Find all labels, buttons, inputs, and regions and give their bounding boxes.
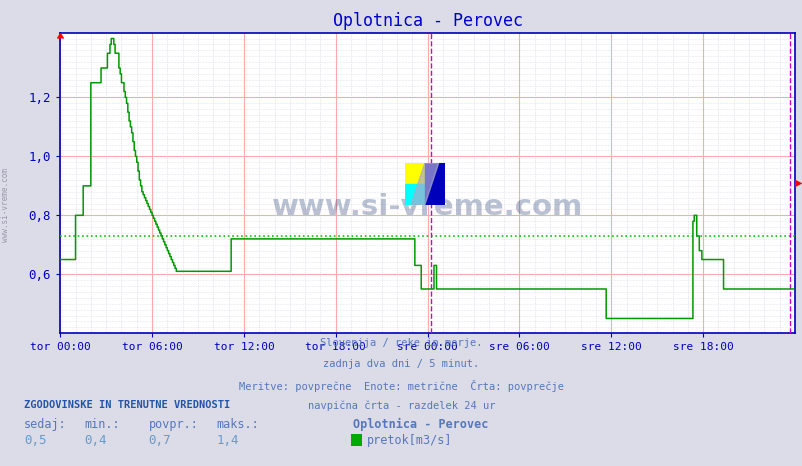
Text: www.si-vreme.com: www.si-vreme.com: [1, 168, 10, 242]
Text: pretok[m3/s]: pretok[m3/s]: [367, 434, 452, 446]
Text: Oplotnica - Perovec: Oplotnica - Perovec: [353, 418, 488, 431]
Text: maks.:: maks.:: [217, 418, 259, 431]
Title: Oplotnica - Perovec: Oplotnica - Perovec: [332, 12, 522, 30]
Polygon shape: [411, 163, 438, 205]
Text: 0,4: 0,4: [84, 434, 107, 446]
Bar: [404, 163, 424, 184]
Text: min.:: min.:: [84, 418, 119, 431]
Text: 1,4: 1,4: [217, 434, 239, 446]
Bar: [424, 163, 444, 205]
Text: 0,7: 0,7: [148, 434, 171, 446]
Text: navpična črta - razdelek 24 ur: navpična črta - razdelek 24 ur: [307, 401, 495, 411]
Text: sedaj:: sedaj:: [24, 418, 67, 431]
Text: povpr.:: povpr.:: [148, 418, 198, 431]
Text: 0,5: 0,5: [24, 434, 47, 446]
Text: zadnja dva dni / 5 minut.: zadnja dva dni / 5 minut.: [323, 359, 479, 369]
Text: www.si-vreme.com: www.si-vreme.com: [272, 193, 582, 221]
Text: ZGODOVINSKE IN TRENUTNE VREDNOSTI: ZGODOVINSKE IN TRENUTNE VREDNOSTI: [24, 400, 230, 410]
Text: ▶: ▶: [794, 178, 801, 188]
Text: Slovenija / reke in morje.: Slovenija / reke in morje.: [320, 338, 482, 348]
Text: Meritve: povprečne  Enote: metrične  Črta: povprečje: Meritve: povprečne Enote: metrične Črta:…: [239, 380, 563, 392]
Bar: [404, 184, 424, 205]
